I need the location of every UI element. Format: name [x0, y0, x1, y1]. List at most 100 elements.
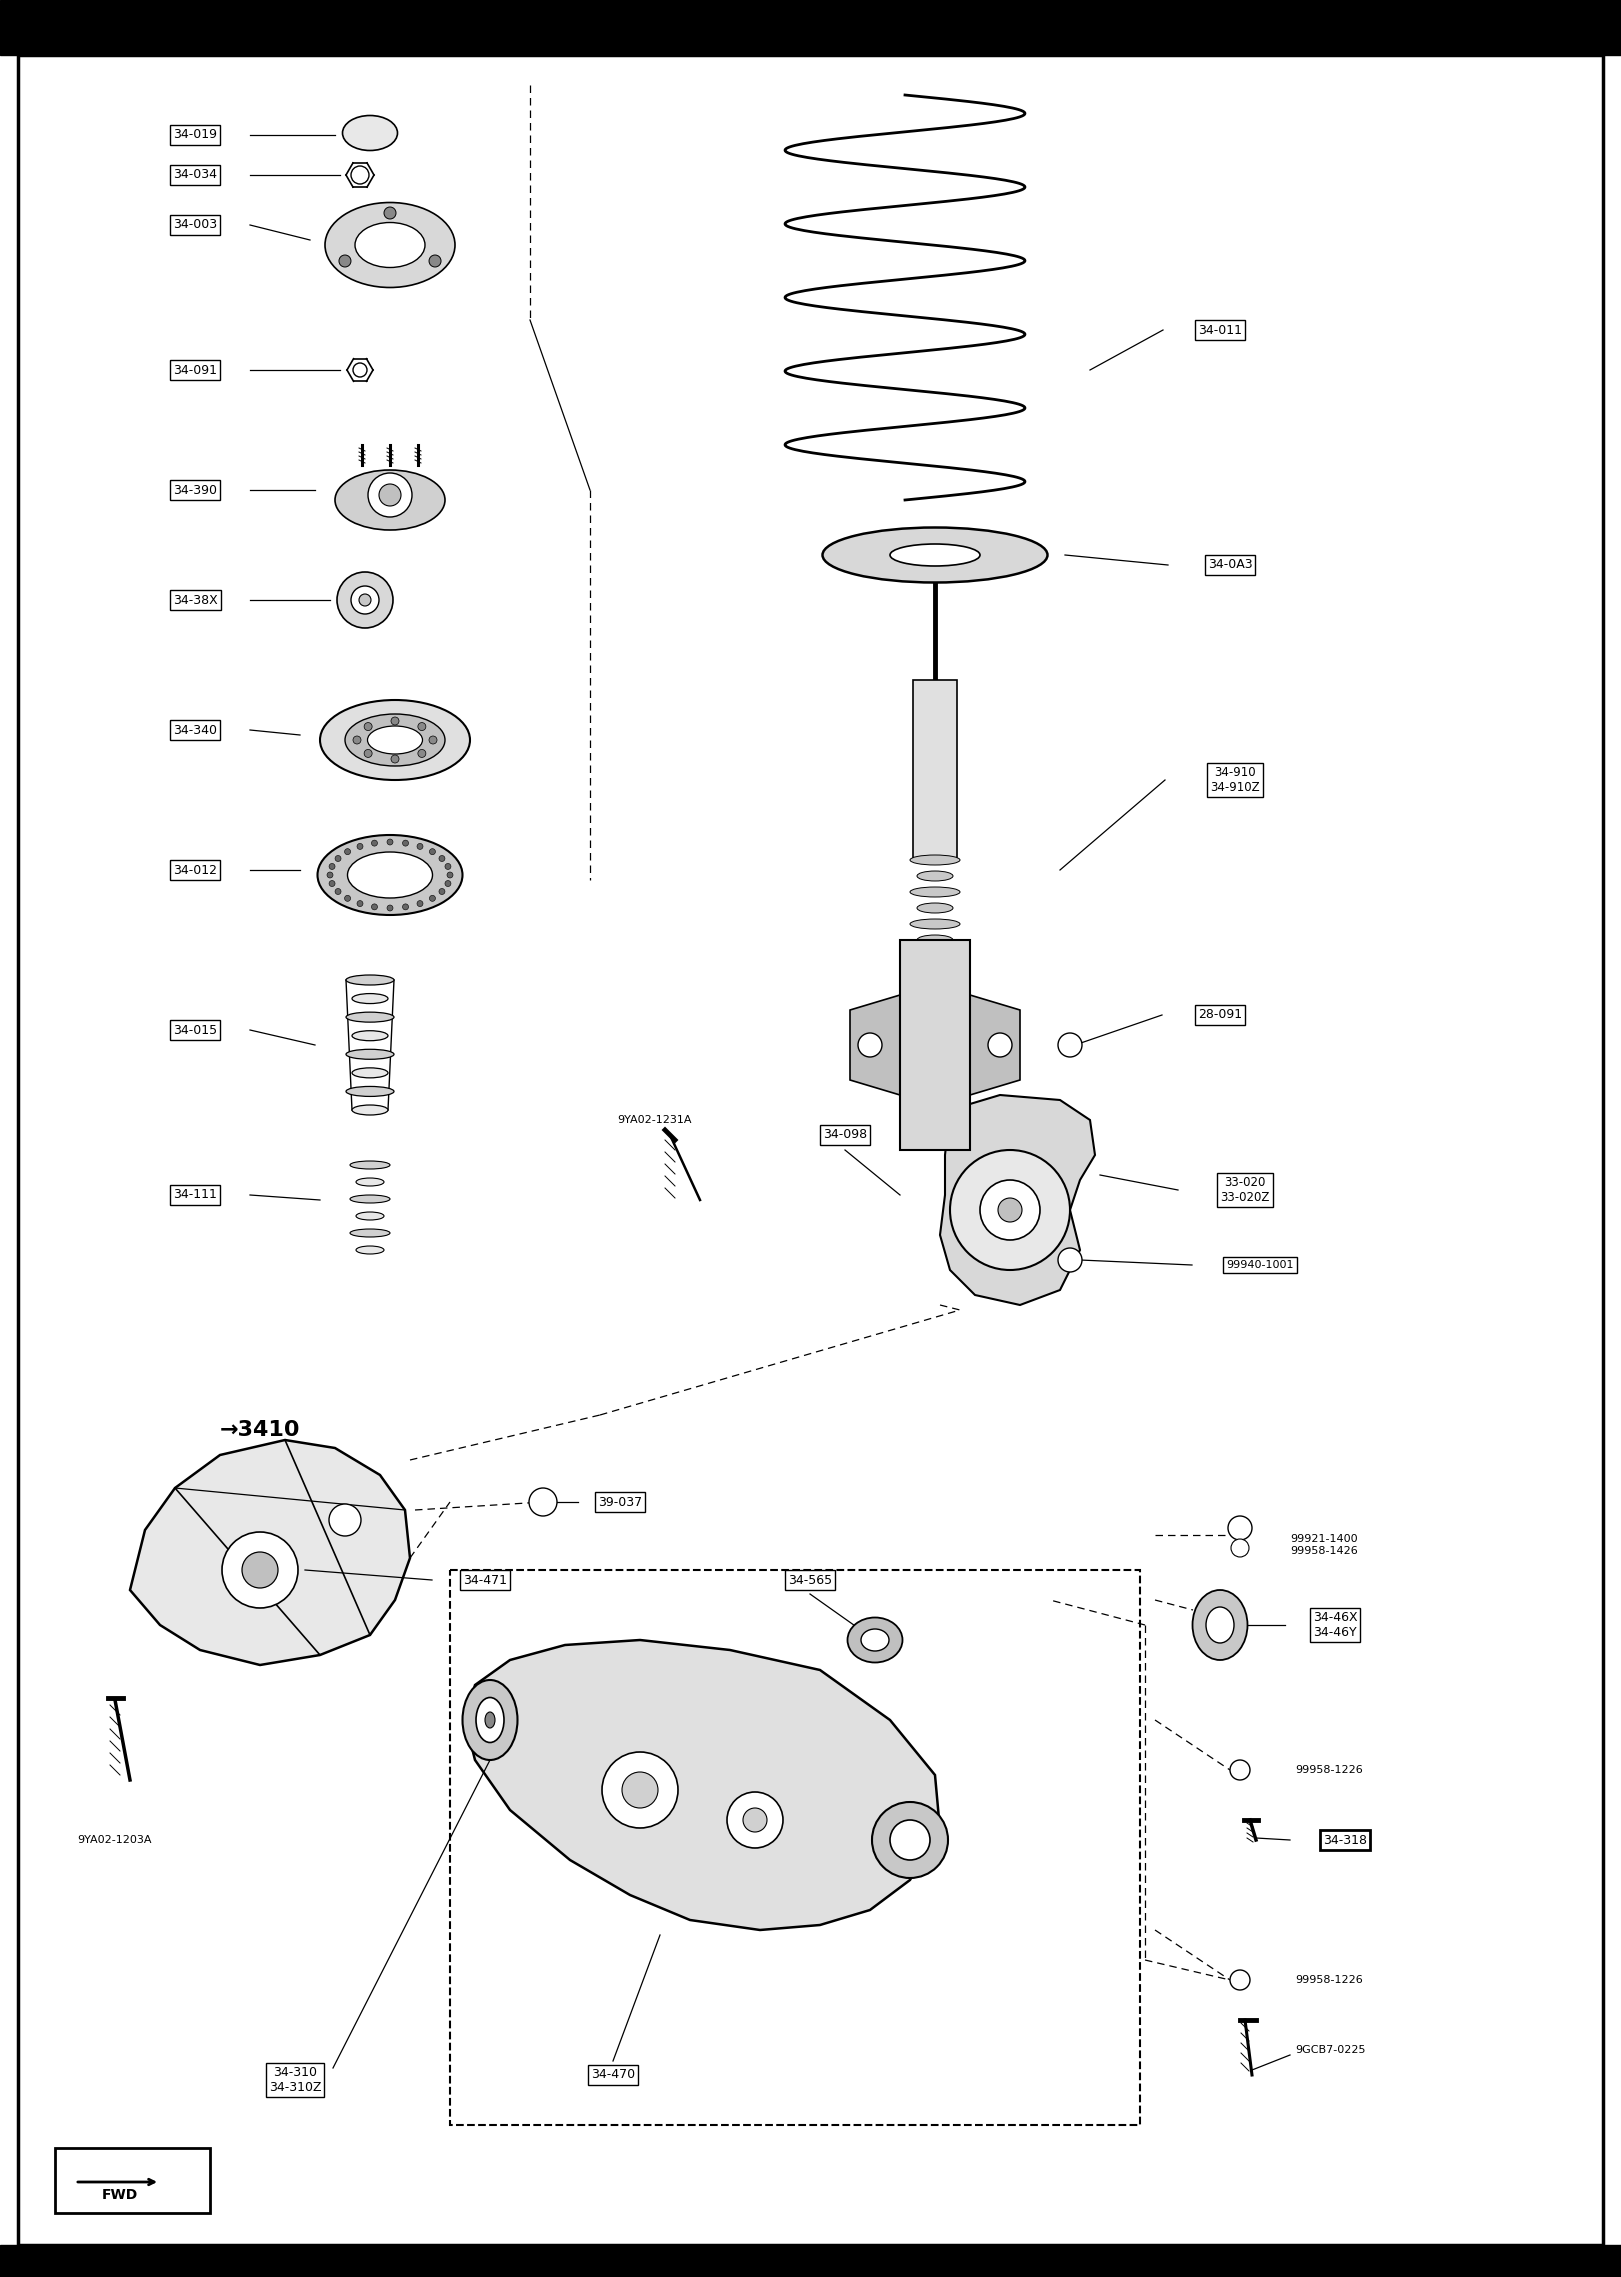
Text: 34-0A3: 34-0A3: [1208, 558, 1253, 572]
Text: 34-111: 34-111: [173, 1189, 217, 1202]
Circle shape: [726, 1792, 783, 1849]
Circle shape: [444, 863, 451, 870]
Text: 34-38X: 34-38X: [172, 594, 217, 606]
Text: 34-390: 34-390: [173, 483, 217, 496]
Circle shape: [1230, 1970, 1250, 1990]
Text: 34-471: 34-471: [464, 1573, 507, 1587]
Circle shape: [981, 1179, 1041, 1241]
Text: 34-910
34-910Z: 34-910 34-910Z: [1211, 765, 1260, 795]
Ellipse shape: [917, 936, 953, 945]
Polygon shape: [130, 1439, 410, 1664]
Circle shape: [336, 856, 340, 861]
Ellipse shape: [355, 223, 425, 266]
Circle shape: [353, 735, 361, 745]
Circle shape: [402, 840, 408, 847]
Circle shape: [371, 904, 378, 911]
Text: 34-470: 34-470: [592, 2068, 635, 2081]
Circle shape: [329, 881, 336, 886]
Ellipse shape: [350, 1161, 391, 1168]
Ellipse shape: [342, 116, 397, 150]
Ellipse shape: [318, 836, 462, 915]
Circle shape: [352, 585, 379, 615]
Ellipse shape: [357, 1246, 384, 1255]
Ellipse shape: [368, 726, 423, 754]
Text: 34-318: 34-318: [1323, 1833, 1367, 1847]
Ellipse shape: [350, 1230, 391, 1236]
Text: 34-340: 34-340: [173, 724, 217, 735]
Circle shape: [384, 207, 396, 219]
Ellipse shape: [352, 1068, 387, 1077]
Text: 34-011: 34-011: [1198, 323, 1242, 337]
Circle shape: [430, 735, 438, 745]
Circle shape: [417, 902, 423, 906]
Bar: [451, 1571, 1140, 2124]
Circle shape: [379, 485, 400, 505]
Circle shape: [357, 902, 363, 906]
Circle shape: [742, 1808, 767, 1833]
Circle shape: [989, 1034, 1012, 1057]
Circle shape: [418, 749, 426, 758]
Circle shape: [439, 888, 444, 895]
Ellipse shape: [1193, 1589, 1248, 1660]
Ellipse shape: [909, 920, 960, 929]
Circle shape: [1059, 1248, 1081, 1273]
Circle shape: [444, 881, 451, 886]
Ellipse shape: [909, 854, 960, 865]
Circle shape: [368, 474, 412, 517]
Circle shape: [345, 895, 350, 902]
Circle shape: [439, 856, 444, 861]
Circle shape: [329, 1505, 361, 1537]
Circle shape: [528, 1487, 558, 1516]
Ellipse shape: [462, 1680, 517, 1760]
Ellipse shape: [352, 1031, 387, 1041]
Circle shape: [352, 166, 370, 184]
Bar: [900, 940, 969, 1150]
Text: FWD: FWD: [102, 2188, 138, 2202]
Text: 33-020
33-020Z: 33-020 33-020Z: [1221, 1175, 1269, 1205]
Circle shape: [950, 1150, 1070, 1271]
Text: 34-012: 34-012: [173, 863, 217, 877]
Circle shape: [357, 842, 363, 849]
Ellipse shape: [345, 1050, 394, 1059]
Circle shape: [402, 904, 408, 911]
Text: 34-565: 34-565: [788, 1573, 832, 1587]
Bar: [0, 0, 1621, 55]
Circle shape: [1230, 1539, 1250, 1557]
Polygon shape: [969, 995, 1020, 1095]
Text: 9YA02-1231A: 9YA02-1231A: [618, 1116, 692, 1125]
Ellipse shape: [345, 975, 394, 986]
Text: 34-091: 34-091: [173, 364, 217, 376]
Ellipse shape: [319, 699, 470, 781]
Ellipse shape: [347, 852, 433, 897]
Text: 34-46X
34-46Y: 34-46X 34-46Y: [1313, 1612, 1357, 1639]
Circle shape: [391, 756, 399, 763]
Circle shape: [872, 1801, 948, 1879]
Ellipse shape: [336, 469, 446, 531]
Ellipse shape: [822, 528, 1047, 583]
Bar: [0, 2245, 1621, 2277]
Ellipse shape: [485, 1712, 494, 1728]
Ellipse shape: [917, 904, 953, 913]
Circle shape: [858, 1034, 882, 1057]
Text: 34-034: 34-034: [173, 168, 217, 182]
Circle shape: [222, 1532, 298, 1608]
Circle shape: [391, 717, 399, 724]
Text: 34-015: 34-015: [173, 1022, 217, 1036]
Circle shape: [1229, 1516, 1251, 1539]
Ellipse shape: [861, 1628, 888, 1651]
Circle shape: [622, 1772, 658, 1808]
Circle shape: [365, 722, 373, 731]
Circle shape: [601, 1751, 678, 1828]
Text: 28-091: 28-091: [1198, 1009, 1242, 1022]
Circle shape: [345, 849, 350, 854]
Ellipse shape: [352, 993, 387, 1004]
Ellipse shape: [324, 203, 456, 287]
Circle shape: [387, 904, 392, 911]
Ellipse shape: [352, 1104, 387, 1116]
Text: 34-098: 34-098: [823, 1129, 867, 1141]
Circle shape: [242, 1553, 277, 1587]
Text: 34-310
34-310Z: 34-310 34-310Z: [269, 2065, 321, 2095]
Circle shape: [1059, 1034, 1081, 1057]
Text: 99921-1400
99958-1426: 99921-1400 99958-1426: [1290, 1535, 1358, 1555]
Polygon shape: [465, 1639, 940, 1931]
